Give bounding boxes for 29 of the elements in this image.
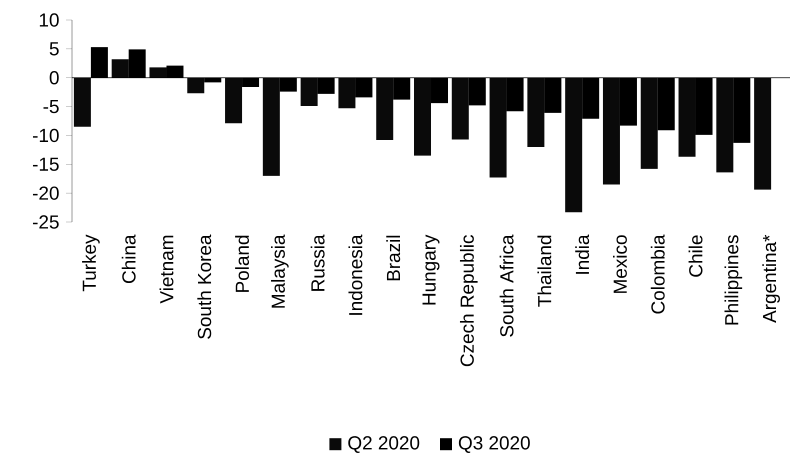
y-tick-label: 0: [50, 71, 59, 84]
y-tick-label: -5: [44, 100, 59, 114]
x-tick-label: Argentina*: [762, 234, 780, 323]
x-tick-label: Russia: [310, 234, 325, 291]
legend-label: Q2 2020: [348, 436, 420, 453]
x-tick-label: South Korea: [197, 234, 212, 339]
x-tick-label: Mexico: [613, 235, 627, 293]
x-tick-label: South Africa: [500, 234, 514, 337]
x-tick-label: India: [575, 234, 590, 274]
x-tick-label: Indonesia: [348, 234, 362, 315]
x-tick-label: Brazil: [386, 236, 400, 280]
x-tick-label: Colombia: [650, 234, 665, 314]
x-tick-label: Chile: [688, 235, 702, 277]
x-tick-label: Thailand: [537, 236, 552, 307]
x-tick-label: Vietnam: [160, 236, 174, 304]
x-tick-label: Hungary: [422, 234, 440, 305]
y-tick-label: -25: [32, 215, 59, 229]
x-tick-label: Philippines: [724, 235, 742, 325]
x-tick-label: Turkey: [82, 234, 100, 292]
x-tick-label: China: [122, 234, 136, 284]
legend-label: Q3 2020: [458, 436, 530, 453]
y-tick-label: 5: [50, 42, 59, 56]
y-tick-label: 10: [40, 13, 59, 27]
x-tick-label: Malaysia: [271, 234, 289, 308]
x-tick-label: Poland: [235, 236, 250, 292]
y-tick-label: -20: [32, 186, 59, 200]
x-tick-label: Czech Republic: [460, 235, 478, 366]
y-tick-label: -15: [32, 158, 59, 171]
y-tick-label: -10: [32, 128, 59, 142]
